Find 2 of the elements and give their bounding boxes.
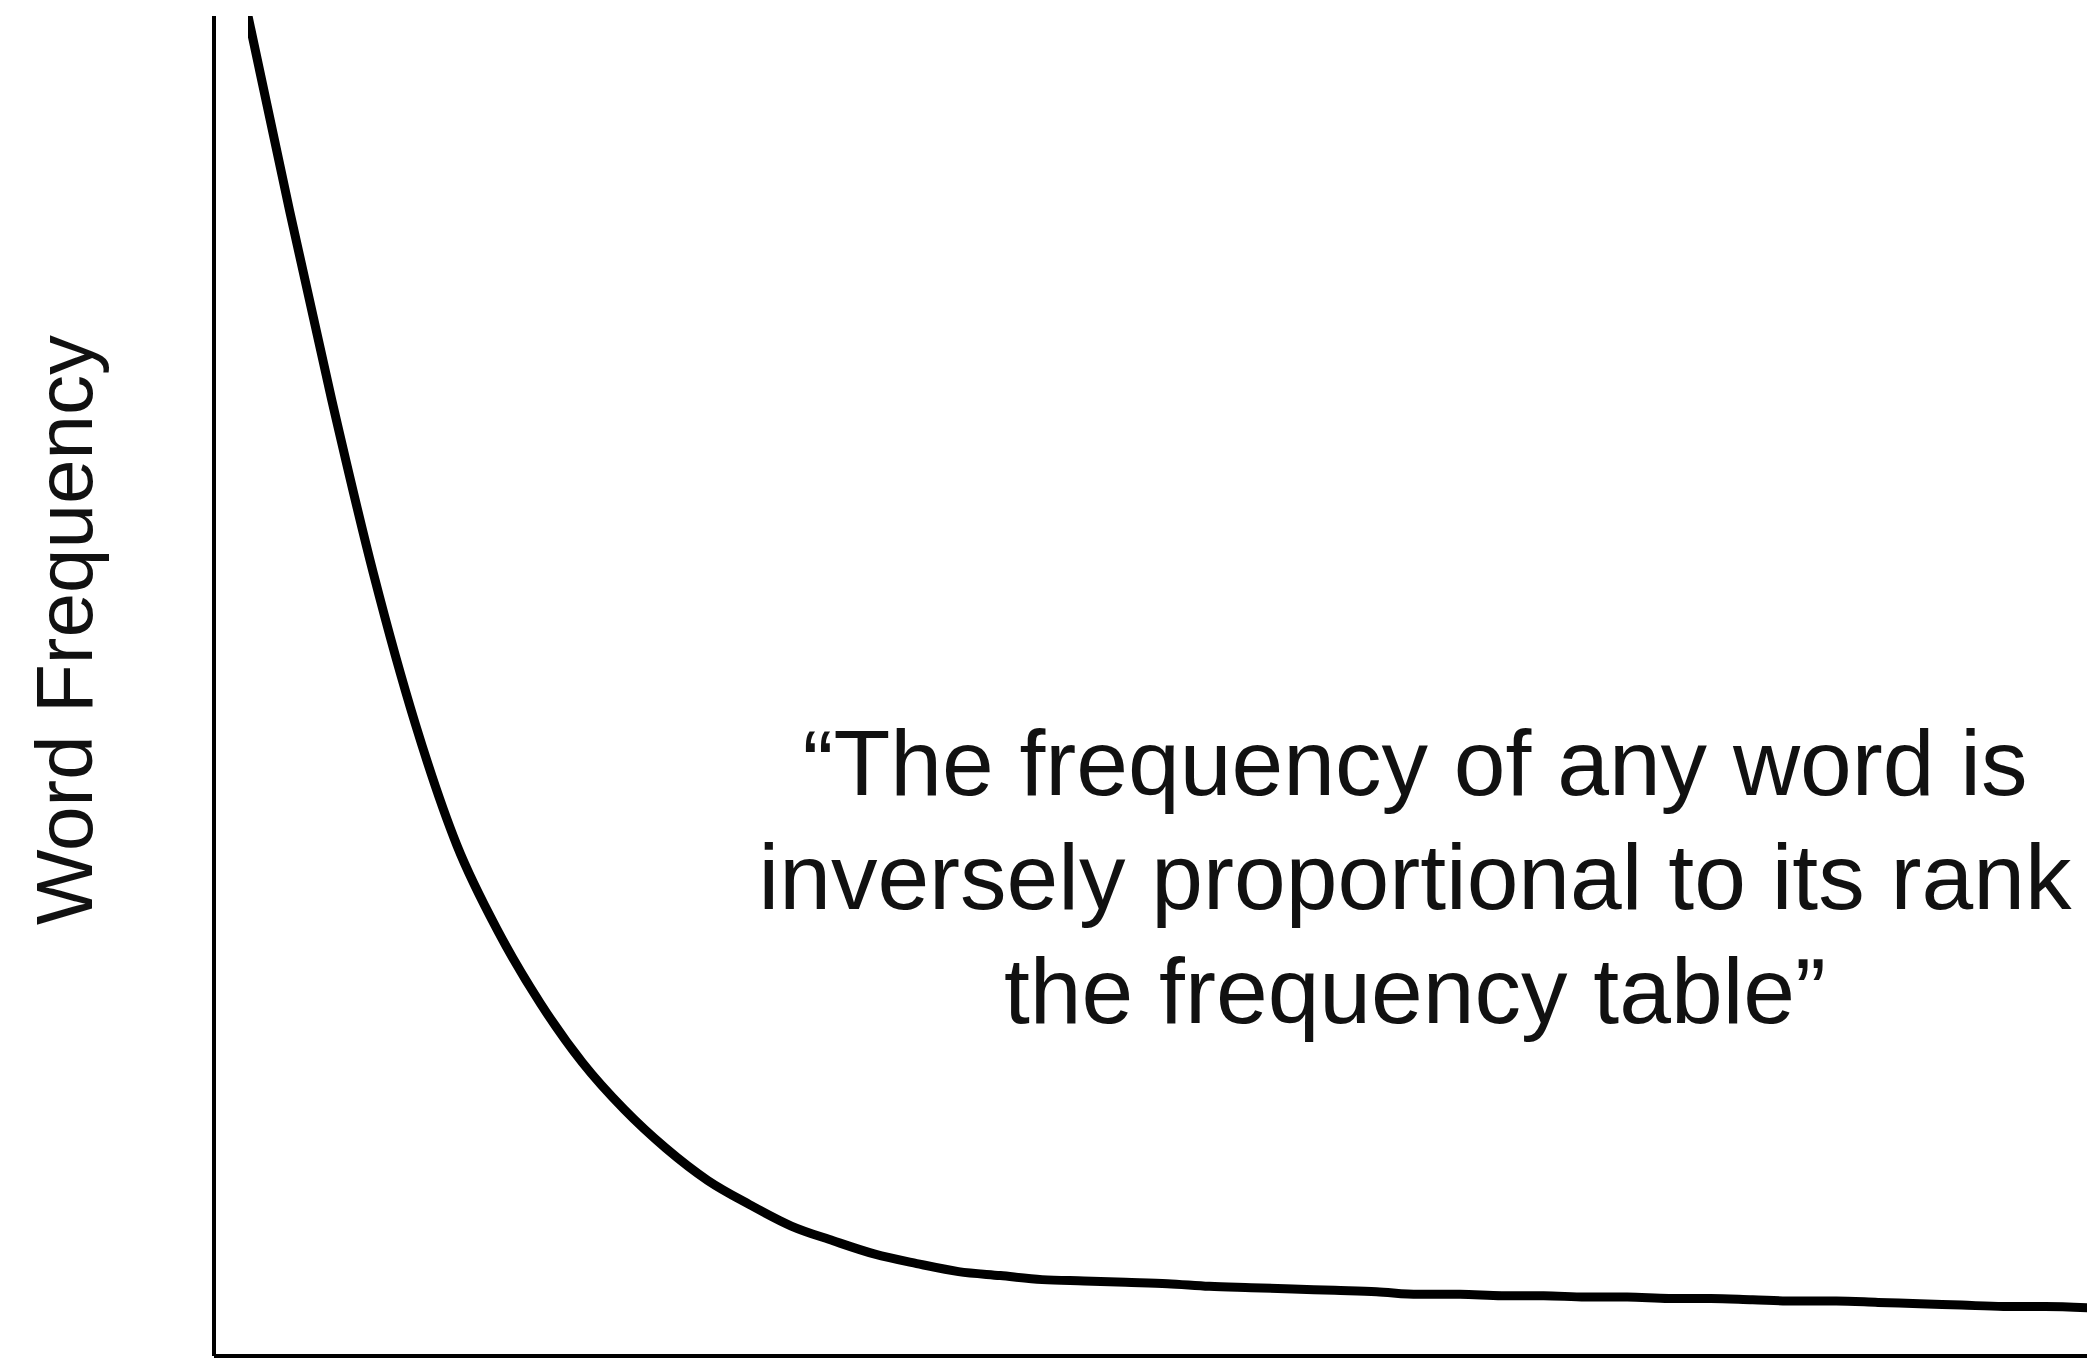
y-axis-title: Word Frequency bbox=[19, 335, 109, 925]
annotation: “The frequency of any word is inversely proportional to its rank the frequency table” bbox=[757, 710, 2073, 1045]
